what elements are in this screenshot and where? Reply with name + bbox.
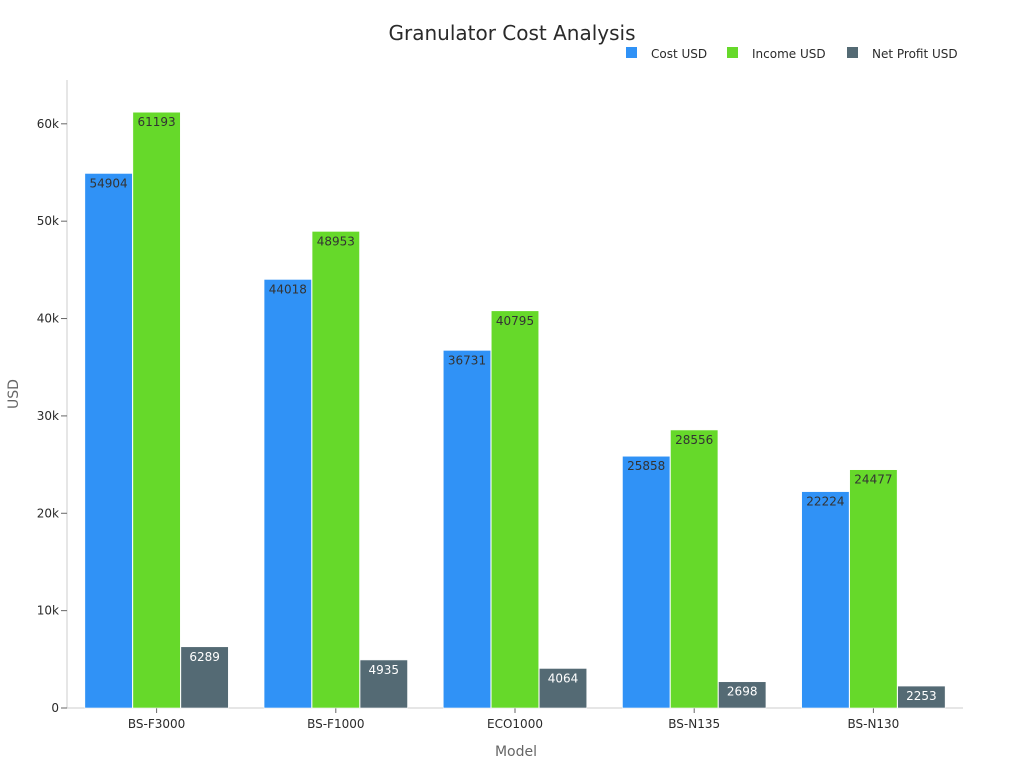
x-tick-label-eco1000: ECO1000 bbox=[487, 717, 543, 731]
bar-income-usd-bs-n135 bbox=[670, 429, 719, 709]
y-tick-label: 10k bbox=[37, 604, 59, 618]
data-label-cost-usd-bs-f1000: 44018 bbox=[269, 282, 307, 296]
bar-net-profit-usd-bs-f1000 bbox=[359, 659, 408, 709]
bar-net-profit-usd-bs-n130 bbox=[897, 685, 946, 709]
data-label-income-usd-bs-n135: 28556 bbox=[675, 433, 713, 447]
y-tick-label: 20k bbox=[37, 506, 59, 520]
legend-label-cost-usd: Cost USD bbox=[651, 47, 707, 61]
data-labels: 54904 61193 6289 44018 48953 4935 36731 40795 40… bbox=[90, 115, 937, 703]
legend: Cost USD Income USD Net Profit USD bbox=[626, 47, 958, 61]
bar-income-usd-bs-n130 bbox=[849, 469, 898, 709]
data-label-net-profit-usd-bs-f1000: 4935 bbox=[369, 663, 400, 677]
legend-label-net-profit-usd: Net Profit USD bbox=[872, 47, 958, 61]
y-tick-label: 40k bbox=[37, 312, 59, 326]
data-label-net-profit-usd-bs-f3000: 6289 bbox=[189, 650, 220, 664]
bar-cost-usd-bs-n135 bbox=[622, 455, 671, 709]
chart-title: Granulator Cost Analysis bbox=[388, 21, 635, 45]
bar-net-profit-usd-eco1000 bbox=[538, 668, 588, 709]
data-label-cost-usd-eco1000: 36731 bbox=[448, 353, 486, 367]
data-label-cost-usd-bs-f3000: 54904 bbox=[90, 176, 128, 190]
legend-swatch-income-usd bbox=[727, 47, 738, 58]
y-tick-label: 0 bbox=[51, 701, 59, 715]
bar-net-profit-usd-bs-f3000 bbox=[180, 646, 229, 709]
legend-swatch-cost-usd bbox=[626, 47, 637, 58]
data-label-income-usd-eco1000: 40795 bbox=[496, 314, 534, 328]
y-tick-label: 50k bbox=[37, 214, 59, 228]
bar-cost-usd-bs-n130 bbox=[801, 491, 850, 709]
legend-label-income-usd: Income USD bbox=[752, 47, 826, 61]
data-label-income-usd-bs-f3000: 61193 bbox=[138, 115, 176, 129]
data-label-net-profit-usd-bs-n135: 2698 bbox=[727, 685, 758, 699]
bar-income-usd-bs-f1000 bbox=[311, 231, 360, 709]
x-axis: BS-F3000 BS-F1000 ECO1000 BS-N135 BS-N130 bbox=[67, 707, 963, 731]
x-axis-title: Model bbox=[495, 744, 537, 760]
bar-cost-usd-bs-f1000 bbox=[263, 279, 312, 709]
data-label-cost-usd-bs-n135: 25858 bbox=[627, 459, 665, 473]
bar-cost-usd-bs-f3000 bbox=[84, 173, 133, 709]
x-tick-label-bs-f1000: BS-F1000 bbox=[307, 717, 364, 731]
data-label-income-usd-bs-n130: 24477 bbox=[854, 473, 892, 487]
y-tick-label: 30k bbox=[37, 409, 59, 423]
x-tick-label-bs-n130: BS-N130 bbox=[847, 717, 899, 731]
bar-net-profit-usd-bs-n135 bbox=[718, 681, 767, 709]
y-axis-title: USD bbox=[6, 379, 22, 409]
bar-income-usd-eco1000 bbox=[490, 310, 540, 709]
data-label-income-usd-bs-f1000: 48953 bbox=[317, 234, 355, 248]
bar-income-usd-bs-f3000 bbox=[132, 111, 181, 709]
y-tick-label: 60k bbox=[37, 117, 59, 131]
data-label-net-profit-usd-bs-n130: 2253 bbox=[906, 689, 937, 703]
bars bbox=[84, 111, 946, 709]
x-tick-label-bs-f3000: BS-F3000 bbox=[128, 717, 185, 731]
data-label-cost-usd-bs-n130: 22224 bbox=[806, 495, 844, 509]
y-axis: 0 10k 20k 30k 40k 50k 60k bbox=[37, 80, 68, 715]
legend-swatch-net-profit-usd bbox=[847, 47, 858, 58]
data-label-net-profit-usd-eco1000: 4064 bbox=[548, 671, 579, 685]
bar-cost-usd-eco1000 bbox=[442, 350, 492, 709]
x-tick-label-bs-n135: BS-N135 bbox=[668, 717, 720, 731]
